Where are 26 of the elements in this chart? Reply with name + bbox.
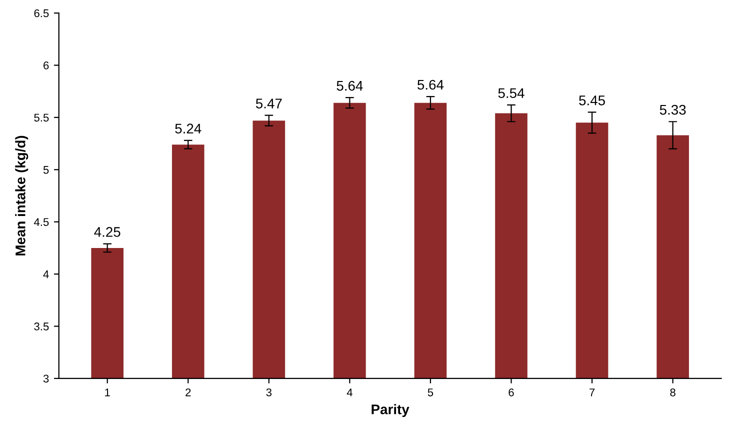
data-label: 5.24 <box>175 124 202 134</box>
x-tick-label: 5 <box>428 388 434 396</box>
y-tick-label: 3 <box>43 374 49 383</box>
x-axis-title: Parity <box>372 404 410 418</box>
x-tick-label: 8 <box>670 388 676 396</box>
x-tick-label: 7 <box>590 388 595 396</box>
data-label: 5.54 <box>498 88 524 98</box>
data-label: 5.64 <box>336 80 363 91</box>
x-tick-label: 2 <box>186 388 191 396</box>
y-tick-label: 3.5 <box>34 322 49 330</box>
y-tick-label: 4 <box>43 270 49 278</box>
data-label: 5.33 <box>660 104 686 115</box>
y-tick-label: 6 <box>44 62 49 70</box>
data-label: 5.45 <box>579 96 605 106</box>
y-tick-label: 4.5 <box>34 218 49 226</box>
data-label: 4.25 <box>94 227 120 237</box>
x-tick-label: 4 <box>346 388 352 396</box>
x-tick-label: 1 <box>105 388 110 396</box>
data-label: 5.47 <box>256 98 282 108</box>
y-tick-label: 6.5 <box>34 9 49 18</box>
y-tick-label: 5 <box>43 166 49 174</box>
x-tick-label: 3 <box>266 388 272 396</box>
x-tick-label: 6 <box>508 388 514 396</box>
data-label: 5.64 <box>418 80 444 90</box>
y-tick-label: 5.5 <box>34 114 49 122</box>
y-axis-title: Mean intake (kg/d) <box>15 136 28 256</box>
